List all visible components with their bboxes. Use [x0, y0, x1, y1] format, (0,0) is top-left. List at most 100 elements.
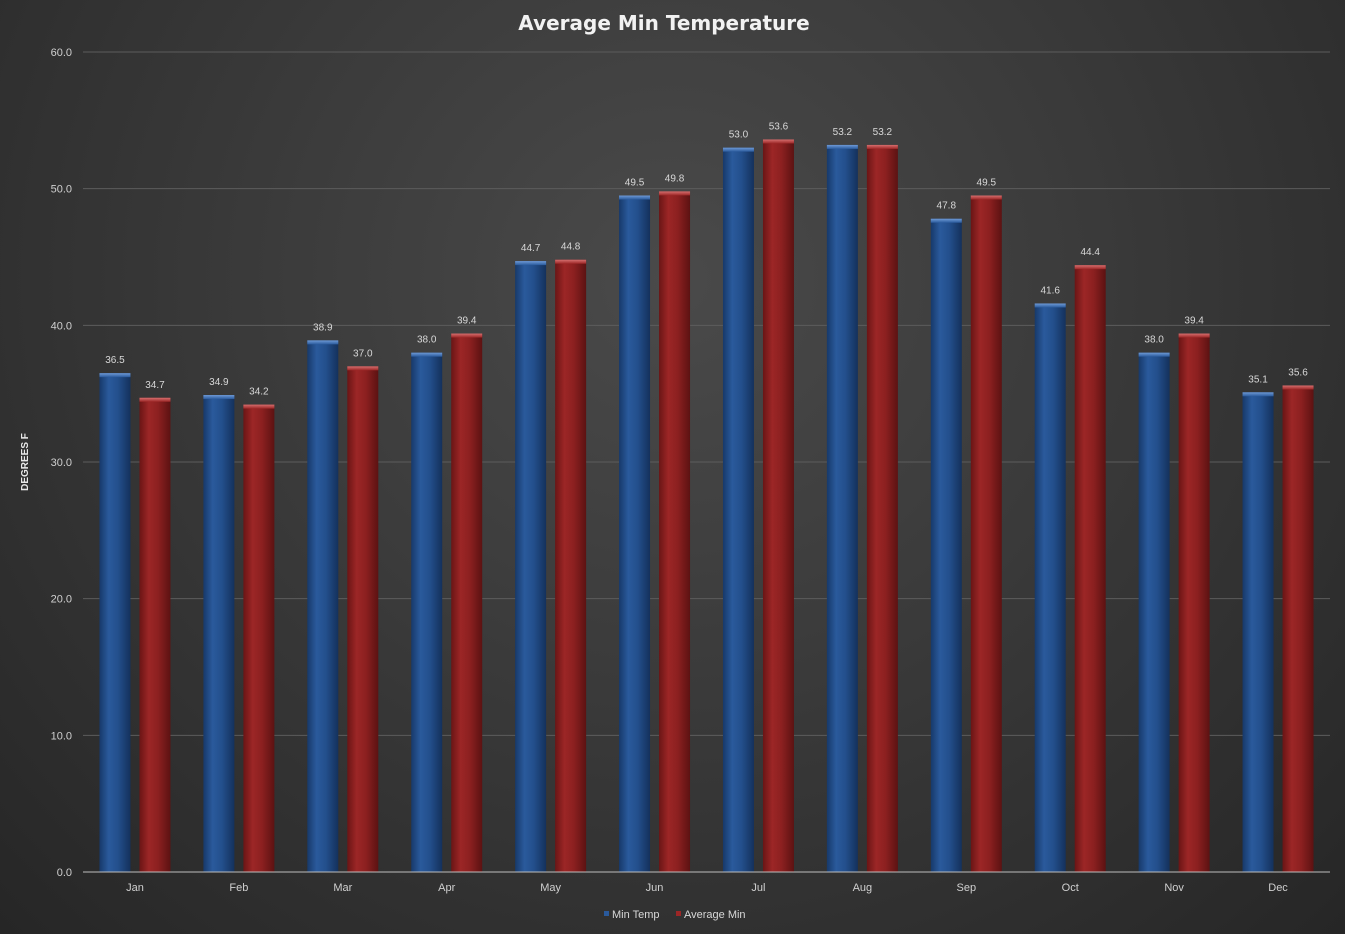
- bar-cap: [1178, 333, 1210, 338]
- data-label: 47.8: [937, 201, 957, 212]
- bar-cap: [99, 373, 131, 378]
- data-label: 44.8: [561, 242, 581, 253]
- y-tick-label: 20.0: [51, 594, 72, 606]
- data-label: 38.9: [313, 322, 333, 333]
- data-label: 36.5: [105, 355, 125, 366]
- data-label: 39.4: [1184, 316, 1204, 327]
- legend-swatch: [604, 911, 609, 916]
- bar-min-temp-sep: [930, 218, 962, 872]
- x-tick-label: Jun: [646, 882, 664, 894]
- bar-cap: [659, 191, 691, 196]
- chart-title: Average Min Temperature: [518, 11, 809, 35]
- bar-cap: [451, 333, 483, 338]
- data-label: 34.7: [145, 380, 165, 391]
- data-label: 35.1: [1248, 374, 1268, 385]
- data-label: 49.5: [625, 178, 645, 189]
- data-label: 38.0: [1144, 335, 1164, 346]
- bar-cap: [762, 139, 794, 144]
- bar-cap: [722, 147, 754, 152]
- bar-cap: [243, 404, 275, 409]
- bar-min-temp-nov: [1138, 352, 1170, 873]
- bar-cap: [1242, 392, 1274, 397]
- gridlines: [83, 51, 1330, 736]
- data-label: 53.6: [769, 121, 789, 132]
- bar-cap: [203, 395, 235, 400]
- bar-average-min-may: [555, 259, 587, 872]
- bar-cap: [1282, 385, 1314, 390]
- bar-cap: [555, 259, 587, 264]
- bar-min-temp-mar: [307, 340, 339, 872]
- bar-average-min-apr: [451, 333, 483, 872]
- x-tick-label: Nov: [1164, 882, 1184, 894]
- bar-min-temp-dec: [1242, 392, 1274, 872]
- bar-average-min-nov: [1178, 333, 1210, 872]
- y-axis-label: DEGREES F: [20, 433, 31, 491]
- data-label: 41.6: [1040, 285, 1060, 296]
- y-tick-label: 0.0: [57, 867, 72, 879]
- bar-cap: [1034, 303, 1066, 308]
- bar-min-temp-jul: [722, 147, 754, 872]
- x-tick-label: Apr: [438, 882, 455, 894]
- legend-swatch: [676, 911, 681, 916]
- data-labels: 36.5 34.7 34.9 34.2 38.9 37.0 38.0 39.4 44.7 44.8…: [105, 121, 1308, 397]
- bar-average-min-jun: [659, 191, 691, 872]
- bar-cap: [970, 195, 1002, 200]
- x-tick-label: May: [540, 882, 561, 894]
- bar-min-temp-may: [515, 261, 547, 873]
- bar-cap: [515, 261, 547, 266]
- bar-average-min-feb: [243, 404, 275, 872]
- bar-cap: [1074, 265, 1106, 270]
- data-label: 39.4: [457, 316, 477, 327]
- legend-label: Min Temp: [612, 909, 659, 921]
- bar-average-min-mar: [347, 366, 379, 872]
- bar-average-min-jul: [762, 139, 794, 872]
- bar-average-min-jan: [139, 397, 171, 872]
- data-label: 35.6: [1288, 367, 1308, 378]
- bar-min-temp-oct: [1034, 303, 1066, 872]
- x-tick-label: Sep: [957, 882, 977, 894]
- data-label: 49.5: [977, 178, 997, 189]
- bar-cap: [826, 144, 858, 149]
- bar-average-min-aug: [866, 144, 898, 872]
- data-label: 53.2: [873, 127, 893, 138]
- bar-min-temp-jun: [619, 195, 651, 872]
- bar-min-temp-jan: [99, 373, 131, 872]
- bar-average-min-oct: [1074, 265, 1106, 872]
- x-axis-ticks: Jan Feb Mar Apr May Jun Jul Aug Sep Oct Nov Dec: [126, 882, 1288, 894]
- bars: [99, 139, 1314, 873]
- y-tick-label: 10.0: [51, 730, 72, 742]
- bar-min-temp-apr: [411, 352, 443, 873]
- bar-average-min-sep: [970, 195, 1002, 872]
- bar-min-temp-feb: [203, 395, 235, 872]
- legend: Min Temp Average Min: [604, 909, 746, 921]
- data-label: 49.8: [665, 173, 685, 184]
- legend-item-average-min: Average Min: [676, 909, 746, 921]
- bar-cap: [1138, 352, 1170, 357]
- bar-cap: [930, 218, 962, 223]
- x-tick-label: Mar: [333, 882, 352, 894]
- data-label: 53.0: [729, 130, 749, 141]
- y-tick-label: 50.0: [51, 184, 72, 196]
- bar-cap: [619, 195, 651, 200]
- data-label: 37.0: [353, 348, 373, 359]
- data-label: 44.7: [521, 243, 541, 254]
- data-label: 34.9: [209, 377, 229, 388]
- data-label: 44.4: [1080, 247, 1100, 258]
- bar-cap: [307, 340, 339, 345]
- data-label: 38.0: [417, 335, 437, 346]
- x-tick-label: Jul: [751, 882, 765, 894]
- x-tick-label: Aug: [853, 882, 873, 894]
- bar-cap: [411, 352, 443, 357]
- data-label: 34.2: [249, 387, 269, 398]
- y-tick-label: 40.0: [51, 320, 72, 332]
- bar-min-temp-aug: [826, 144, 858, 872]
- y-tick-label: 60.0: [51, 47, 72, 59]
- y-tick-label: 30.0: [51, 457, 72, 469]
- data-label: 53.2: [833, 127, 853, 138]
- bar-average-min-dec: [1282, 385, 1314, 872]
- legend-item-min-temp: Min Temp: [604, 909, 659, 921]
- x-tick-label: Oct: [1062, 882, 1079, 894]
- bar-cap: [347, 366, 379, 371]
- bar-cap: [866, 144, 898, 149]
